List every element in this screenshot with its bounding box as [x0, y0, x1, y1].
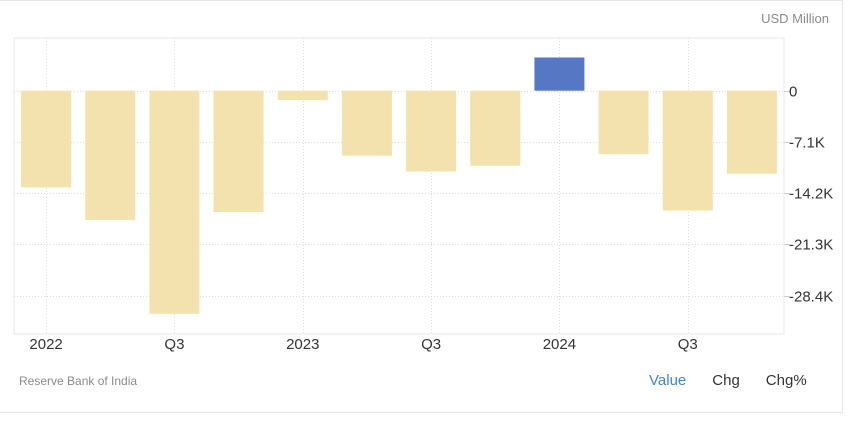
x-axis-ticks: 2022 Q3 2023 Q3 2024 Q3 — [29, 336, 697, 353]
bar-layer — [21, 57, 777, 314]
bar-2022-q1[interactable] — [21, 90, 72, 188]
bar-2023-q1[interactable] — [277, 90, 328, 101]
y-tick-label: -14.2K — [789, 186, 833, 203]
chart-frame — [0, 0, 843, 413]
x-tick-label: 2022 — [29, 336, 62, 353]
tab-value[interactable]: Value — [649, 372, 687, 389]
bar-2022-q2[interactable] — [85, 90, 136, 220]
y-axis-ticks: 0 -7.1K -14.2K -21.3K -28.4K — [784, 84, 833, 306]
x-tick-label: Q3 — [164, 336, 184, 353]
grid-layer — [13, 37, 785, 335]
tab-chg[interactable]: Chg — [712, 372, 740, 389]
bar-2024-q3[interactable] — [662, 90, 713, 211]
bar-2024-q4[interactable] — [726, 90, 777, 174]
unit-label: USD Million — [761, 11, 829, 26]
y-tick-label: -7.1K — [789, 135, 825, 152]
x-tick-label: 2023 — [286, 336, 319, 353]
bar-2023-q3[interactable] — [406, 90, 457, 172]
x-tick-label: Q3 — [678, 336, 698, 353]
view-tabs: Value Chg Chg% — [649, 372, 833, 389]
plot-border — [13, 37, 785, 335]
bar-2023-q4[interactable] — [470, 90, 521, 166]
bar-2024-q1[interactable] — [534, 57, 585, 91]
bar-2024-q2[interactable] — [598, 90, 649, 155]
bar-2022-q3[interactable] — [149, 90, 200, 314]
y-tick-label: 0 — [789, 84, 797, 101]
x-tick-label: 2024 — [543, 336, 576, 353]
bar-2023-q2[interactable] — [341, 90, 392, 156]
bar-2022-q4[interactable] — [213, 90, 264, 212]
y-tick-label: -21.3K — [789, 237, 833, 254]
y-tick-label: -28.4K — [789, 289, 833, 306]
tab-chg-percent[interactable]: Chg% — [765, 372, 807, 389]
x-tick-label: Q3 — [421, 336, 441, 353]
source-label: Reserve Bank of India — [19, 374, 138, 388]
